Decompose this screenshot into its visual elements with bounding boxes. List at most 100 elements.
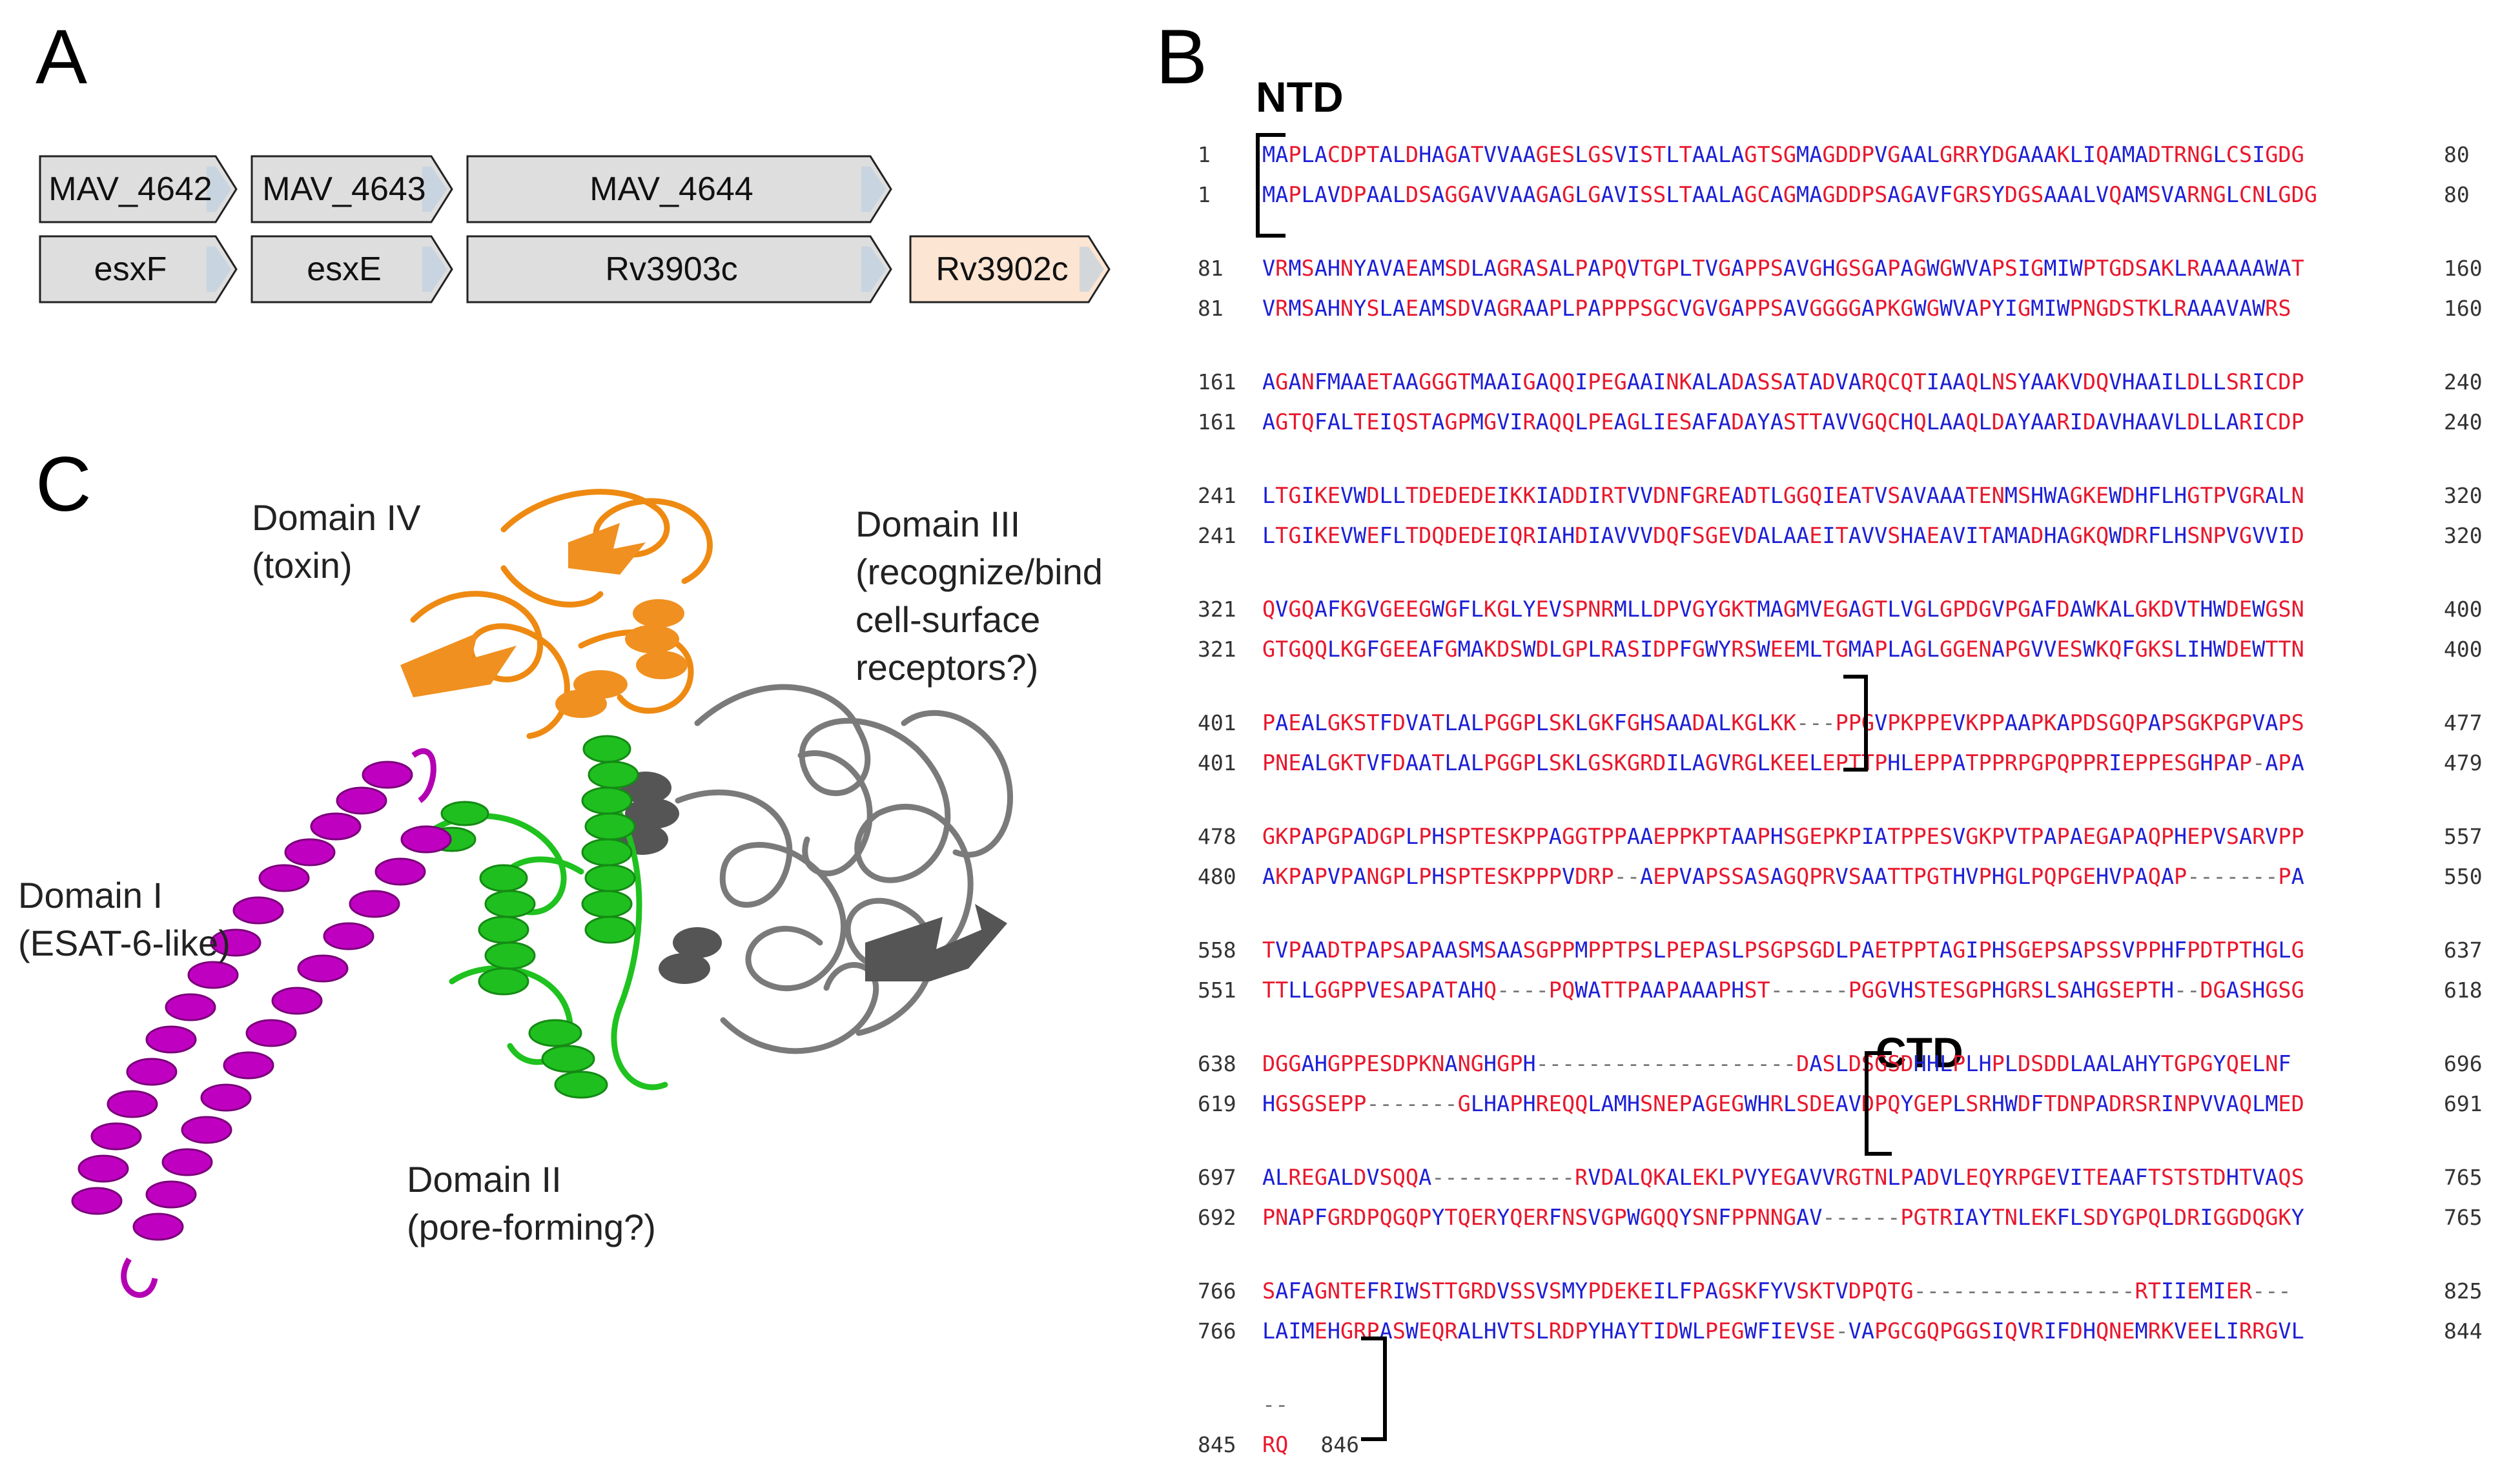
sequence: TVPAADTPAPSAPAASMSAASGPPMPPTPSLPEPASLPSG… <box>1262 937 2304 963</box>
sequence: PNAPFGRDPQGQPYTQERYQERFNSVGPWGQQYSNFPPNN… <box>1262 1205 2304 1230</box>
sequence: AGTQFALTEIQSTAGPMGVIRAQQLPEAGLIESAFADAYA… <box>1262 409 2304 435</box>
start-position: 692 <box>1198 1205 1236 1230</box>
sequence: TTLLGGPPVESAPATAHQ----PQWATTPAAPAAAPHST-… <box>1262 978 2304 1003</box>
start-position: 558 <box>1198 937 1236 963</box>
sequence: LTGIKEVWDLLTDEDEDEIKKIADDIRTVVDNFGREADTL… <box>1262 483 2304 508</box>
sequence: HGSGSEPP-------GLHAPHREQQLAMHSNEPAGEGWHR… <box>1262 1091 2304 1116</box>
sequence: QVGQAFKGVGEEGWGFLKGLYEVSPNRMLLDPVGYGKTMA… <box>1262 597 2304 622</box>
end-position: 240 <box>2444 409 2483 435</box>
start-position: 401 <box>1198 750 1236 775</box>
start-position: 161 <box>1198 369 1236 394</box>
alignment-row: 241 LTGIKEVWEFLTDQDEDEIQRIAHDIAVVVDQFSGEV… <box>1198 522 2483 550</box>
sequence: MAPLAVDPAALDSAGGAVVAAGAGLGAVISSLTAALAGCA… <box>1262 182 2317 207</box>
domain-iii-label: Domain III (recognize/bind cell-surface rec… <box>855 504 1103 688</box>
panel-label-b: B <box>1156 14 1208 100</box>
alignment-row: 81 VRMSAHNYSLAEAMSDVAGRAAPLPAPPPSGCVGVGAP… <box>1198 294 2483 323</box>
alignment-row: 161 AGANFMAAETAAGGGTMAAIGAQQIPEGAAINKALAD… <box>1198 368 2483 396</box>
start-position: 551 <box>1198 978 1236 1003</box>
start-position: 241 <box>1198 523 1236 548</box>
gene-label: Rv3903c <box>605 251 738 288</box>
alignment-row: 401 PAEALGKSTFDVATLALPGGPLSKLGKFGHSAADALK… <box>1198 709 2483 737</box>
end-position: 80 <box>2444 182 2470 207</box>
alignment-row: 241 LTGIKEVWDLLTDEDEDEIKKIADDIRTVVDNFGREA… <box>1198 482 2483 510</box>
alignment-row: 766 SAFAGNTEFRIWSTTGRDVSSVSMYPDEKEILFPAGS… <box>1198 1277 2483 1306</box>
start-position: 241 <box>1198 483 1236 508</box>
gene-arrow-mav-4642: MAV_4642 <box>39 154 238 225</box>
ctd-bracket <box>1865 1051 1892 1156</box>
end-position: 844 <box>2444 1318 2483 1344</box>
gene-arrow-mav-4644: MAV_4644 <box>466 154 892 225</box>
gene-label: MAV_4642 <box>48 170 212 208</box>
alignment-row: 1 MAPLAVDPAALDSAGGAVVAAGAGLGAVISSLTAALAGC… <box>1198 181 2470 209</box>
end-position: 240 <box>2444 369 2483 394</box>
start-position: 81 <box>1198 256 1224 281</box>
end-position: 825 <box>2444 1278 2483 1304</box>
panel-label-c: C <box>36 441 92 528</box>
end-position: 550 <box>2444 864 2483 889</box>
start-position: 766 <box>1198 1278 1236 1304</box>
alignment-row: 161 AGTQFALTEIQSTAGPMGVIRAQQLPEAGLIESAFAD… <box>1198 408 2483 436</box>
gene-label: esxE <box>307 251 382 288</box>
end-position: 691 <box>2444 1091 2483 1116</box>
gene-label: MAV_4644 <box>589 170 753 208</box>
sequence: ALREGALDVSQQA-----------RVDALQKALEKLPVYE… <box>1262 1165 2304 1190</box>
gene-label: Rv3902c <box>936 251 1069 288</box>
sequence: -- <box>1262 1392 1289 1417</box>
end-position: 696 <box>2444 1051 2483 1076</box>
panel-label-a: A <box>36 14 88 100</box>
start-position: 619 <box>1198 1091 1236 1116</box>
sequence: GKPAPGPADGPLPHSPTESKPPAGGTPPAAEPPKPTAAPH… <box>1262 824 2304 849</box>
gene-arrow-rv3902c: Rv3902c <box>909 234 1111 305</box>
alignment-row: 697 ALREGALDVSQQA-----------RVDALQKALEKLP… <box>1198 1163 2483 1192</box>
alignment-row: 845 RQ 846 <box>1198 1431 1359 1459</box>
alignment-row: 321 QVGQAFKGVGEEGWGFLKGLYEVSPNRMLLDPVGYGK… <box>1198 595 2483 624</box>
gene-arrow-esxe: esxE <box>251 234 453 305</box>
gene-arrow-mav-4643: MAV_4643 <box>251 154 453 225</box>
sequence: AKPAPVPANGPLPHSPTESKPPPVDRP--AEPVAPSSASA… <box>1262 864 2304 889</box>
end-position: 557 <box>2444 824 2483 849</box>
end-position: 160 <box>2444 296 2483 321</box>
end-position: 765 <box>2444 1165 2483 1190</box>
start-position: 1 <box>1198 142 1211 167</box>
sequence: LTGIKEVWEFLTDQDEDEIQRIAHDIAVVVDQFSGEVDAL… <box>1262 523 2304 548</box>
alignment-row: 692 PNAPFGRDPQGQPYTQERYQERFNSVGPWGQQYSNFP… <box>1198 1204 2483 1232</box>
alignment-row: 619 HGSGSEPP-------GLHAPHREQQLAMHSNEPAGEG… <box>1198 1090 2483 1118</box>
alignment-row: 1 MAPLACDPTALDHAGATVVAAGESLGSVISTLTAALAGT… <box>1198 141 2470 169</box>
domain-ii-label: Domain II (pore-forming?) <box>407 1159 656 1247</box>
domain-iii-coil <box>675 684 1013 1054</box>
domain-ii <box>416 810 668 1091</box>
domain-iv-helix <box>400 523 688 718</box>
sequence: RQ <box>1262 1432 1289 1457</box>
alignment-row: 321 GTGQQLKGFGEEAFGMAKDSWDLGPLRASIDPFGWYR… <box>1198 635 2483 664</box>
gene-arrow-esxf: esxF <box>39 234 238 305</box>
sequence: LAIMEHGRPASWEQRALHVTSLRDPYHAYTIDWLPEGWFI… <box>1262 1318 2304 1344</box>
alignment-row: 480 AKPAPVPANGPLPHSPTESKPPPVDRP--AEPVAPSS… <box>1198 863 2483 891</box>
alignment-row: 766 LAIMEHGRPASWEQRALHVTSLRDPYHAYTIDWLPEG… <box>1198 1317 2483 1346</box>
end-position: 618 <box>2444 978 2483 1003</box>
sequence: SAFAGNTEFRIWSTTGRDVSSVSMYPDEKEILFPAGSKFY… <box>1262 1278 2291 1304</box>
end-position: 160 <box>2444 256 2483 281</box>
end-position: 637 <box>2444 937 2483 963</box>
gene-label: esxF <box>94 251 167 288</box>
protein-structure <box>71 489 1013 1298</box>
domain-iii-helix <box>617 772 1007 984</box>
start-position: 1 <box>1198 182 1211 207</box>
domain-i-label: Domain I (ESAT-6-like) <box>18 875 230 963</box>
domain-i-helix <box>71 761 452 1241</box>
alignment-row: 401 PNEALGKTVFDAATLALPGGPLSKLGSKGRDILAGVR… <box>1198 749 2483 777</box>
alignment-row: 478 GKPAPGPADGPLPHSPTESKPPAGGTPPAAEPPKPTA… <box>1198 823 2483 851</box>
alignment-row: -- <box>1198 1391 1301 1419</box>
sequence: MAPLACDPTALDHAGATVVAAGESLGSVISTLTAALAGTS… <box>1262 142 2304 167</box>
start-position: 845 <box>1198 1432 1236 1457</box>
start-position: 161 <box>1198 409 1236 435</box>
sequence: VRMSAHNYAVAEAMSDLAGRASALPAPQVTGPLTVGAPPS… <box>1262 256 2304 281</box>
start-position: 321 <box>1198 597 1236 622</box>
end-position: 320 <box>2444 483 2483 508</box>
start-position: 638 <box>1198 1051 1236 1076</box>
end-bracket <box>1361 1337 1387 1441</box>
end-position: 80 <box>2444 142 2470 167</box>
alignment-row: 638 DGGAHGPPESDPKNANGHGPH----------------… <box>1198 1050 2483 1078</box>
sequence: DGGAHGPPESDPKNANGHGPH-------------------… <box>1262 1051 2291 1076</box>
start-position: 401 <box>1198 710 1236 735</box>
ntd-bracket <box>1256 133 1286 238</box>
